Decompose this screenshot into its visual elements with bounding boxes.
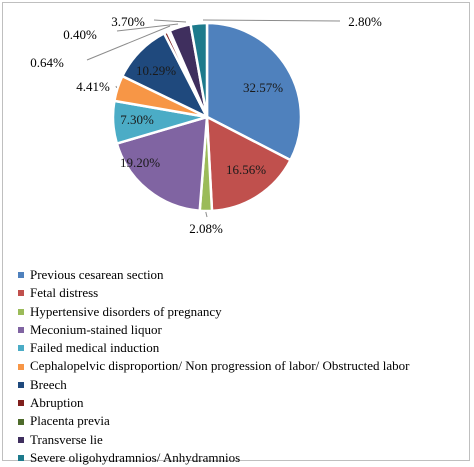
data-label: 32.57% bbox=[243, 80, 283, 95]
legend-label: Transverse lie bbox=[30, 431, 103, 447]
data-labels: 32.57% 16.56% 2.08% 19.20% 7.30% 4.41% 10.29% 0… bbox=[30, 14, 382, 236]
legend-swatch bbox=[18, 418, 24, 425]
legend-label: Hypertensive disorders of pregnancy bbox=[30, 303, 222, 319]
legend-item: Failed medical induction bbox=[18, 339, 409, 357]
legend-item: Severe oligohydramnios/ Anhydramnios bbox=[18, 449, 409, 467]
legend-label: Breech bbox=[30, 376, 67, 392]
data-label: 2.80% bbox=[348, 14, 382, 29]
data-label: 4.41% bbox=[76, 79, 110, 94]
pie-slice bbox=[115, 115, 209, 212]
legend-item: Meconium-stained liquor bbox=[18, 321, 409, 339]
data-label: 2.08% bbox=[189, 221, 223, 236]
legend-swatch bbox=[18, 345, 24, 352]
legend-label: Failed medical induction bbox=[30, 340, 160, 356]
leader-line bbox=[202, 19, 341, 22]
legend-swatch bbox=[18, 308, 24, 315]
legend-item: Transverse lie bbox=[18, 431, 409, 449]
legend-swatch bbox=[18, 290, 24, 297]
data-label: 10.29% bbox=[136, 63, 176, 78]
legend-swatch bbox=[18, 436, 24, 443]
legend-label: Severe oligohydramnios/ Anhydramnios bbox=[30, 449, 241, 465]
legend-item: Breech bbox=[18, 376, 409, 394]
legend-item: Placenta previa bbox=[18, 412, 409, 430]
legend-label: Previous cesarean section bbox=[30, 267, 164, 282]
data-label: 0.64% bbox=[30, 55, 64, 70]
legend-swatch bbox=[18, 327, 24, 334]
data-label: 0.40% bbox=[63, 27, 97, 42]
legend-swatch bbox=[18, 363, 24, 370]
pie-slice bbox=[205, 21, 303, 162]
data-label: 7.30% bbox=[120, 112, 154, 127]
legend-swatch bbox=[18, 272, 24, 279]
leader-line bbox=[153, 19, 187, 23]
legend-label: Abruption bbox=[30, 395, 84, 411]
legend-label: Cephalopelvic disproportion/ Non progres… bbox=[30, 358, 410, 374]
pie-slices bbox=[111, 21, 303, 213]
legend-label: Fetal distress bbox=[30, 285, 99, 301]
data-label: 19.20% bbox=[120, 155, 160, 170]
legend-item: Hypertensive disorders of pregnancy bbox=[18, 303, 409, 321]
leader-line bbox=[116, 23, 179, 32]
legend-swatch bbox=[18, 455, 24, 462]
pie-slice bbox=[189, 21, 209, 119]
data-label: 3.70% bbox=[111, 14, 145, 29]
data-label: 16.56% bbox=[226, 162, 266, 177]
legend: Previous cesarean section Fetal distress H… bbox=[18, 266, 409, 467]
legend-item: Fetal distress bbox=[18, 284, 409, 302]
leader-line bbox=[205, 211, 208, 218]
leader-lines bbox=[86, 19, 341, 218]
legend-item: Abruption bbox=[18, 394, 409, 412]
leader-line bbox=[115, 85, 118, 89]
legend-swatch bbox=[18, 381, 24, 388]
legend-item: Previous cesarean section bbox=[18, 266, 409, 284]
legend-item: Cephalopelvic disproportion/ Non progres… bbox=[18, 357, 409, 375]
pie-slice bbox=[205, 115, 292, 213]
leader-line bbox=[86, 25, 171, 61]
legend-swatch bbox=[18, 400, 24, 407]
legend-label: Placenta previa bbox=[30, 413, 110, 429]
legend-label: Meconium-stained liquor bbox=[30, 321, 162, 337]
